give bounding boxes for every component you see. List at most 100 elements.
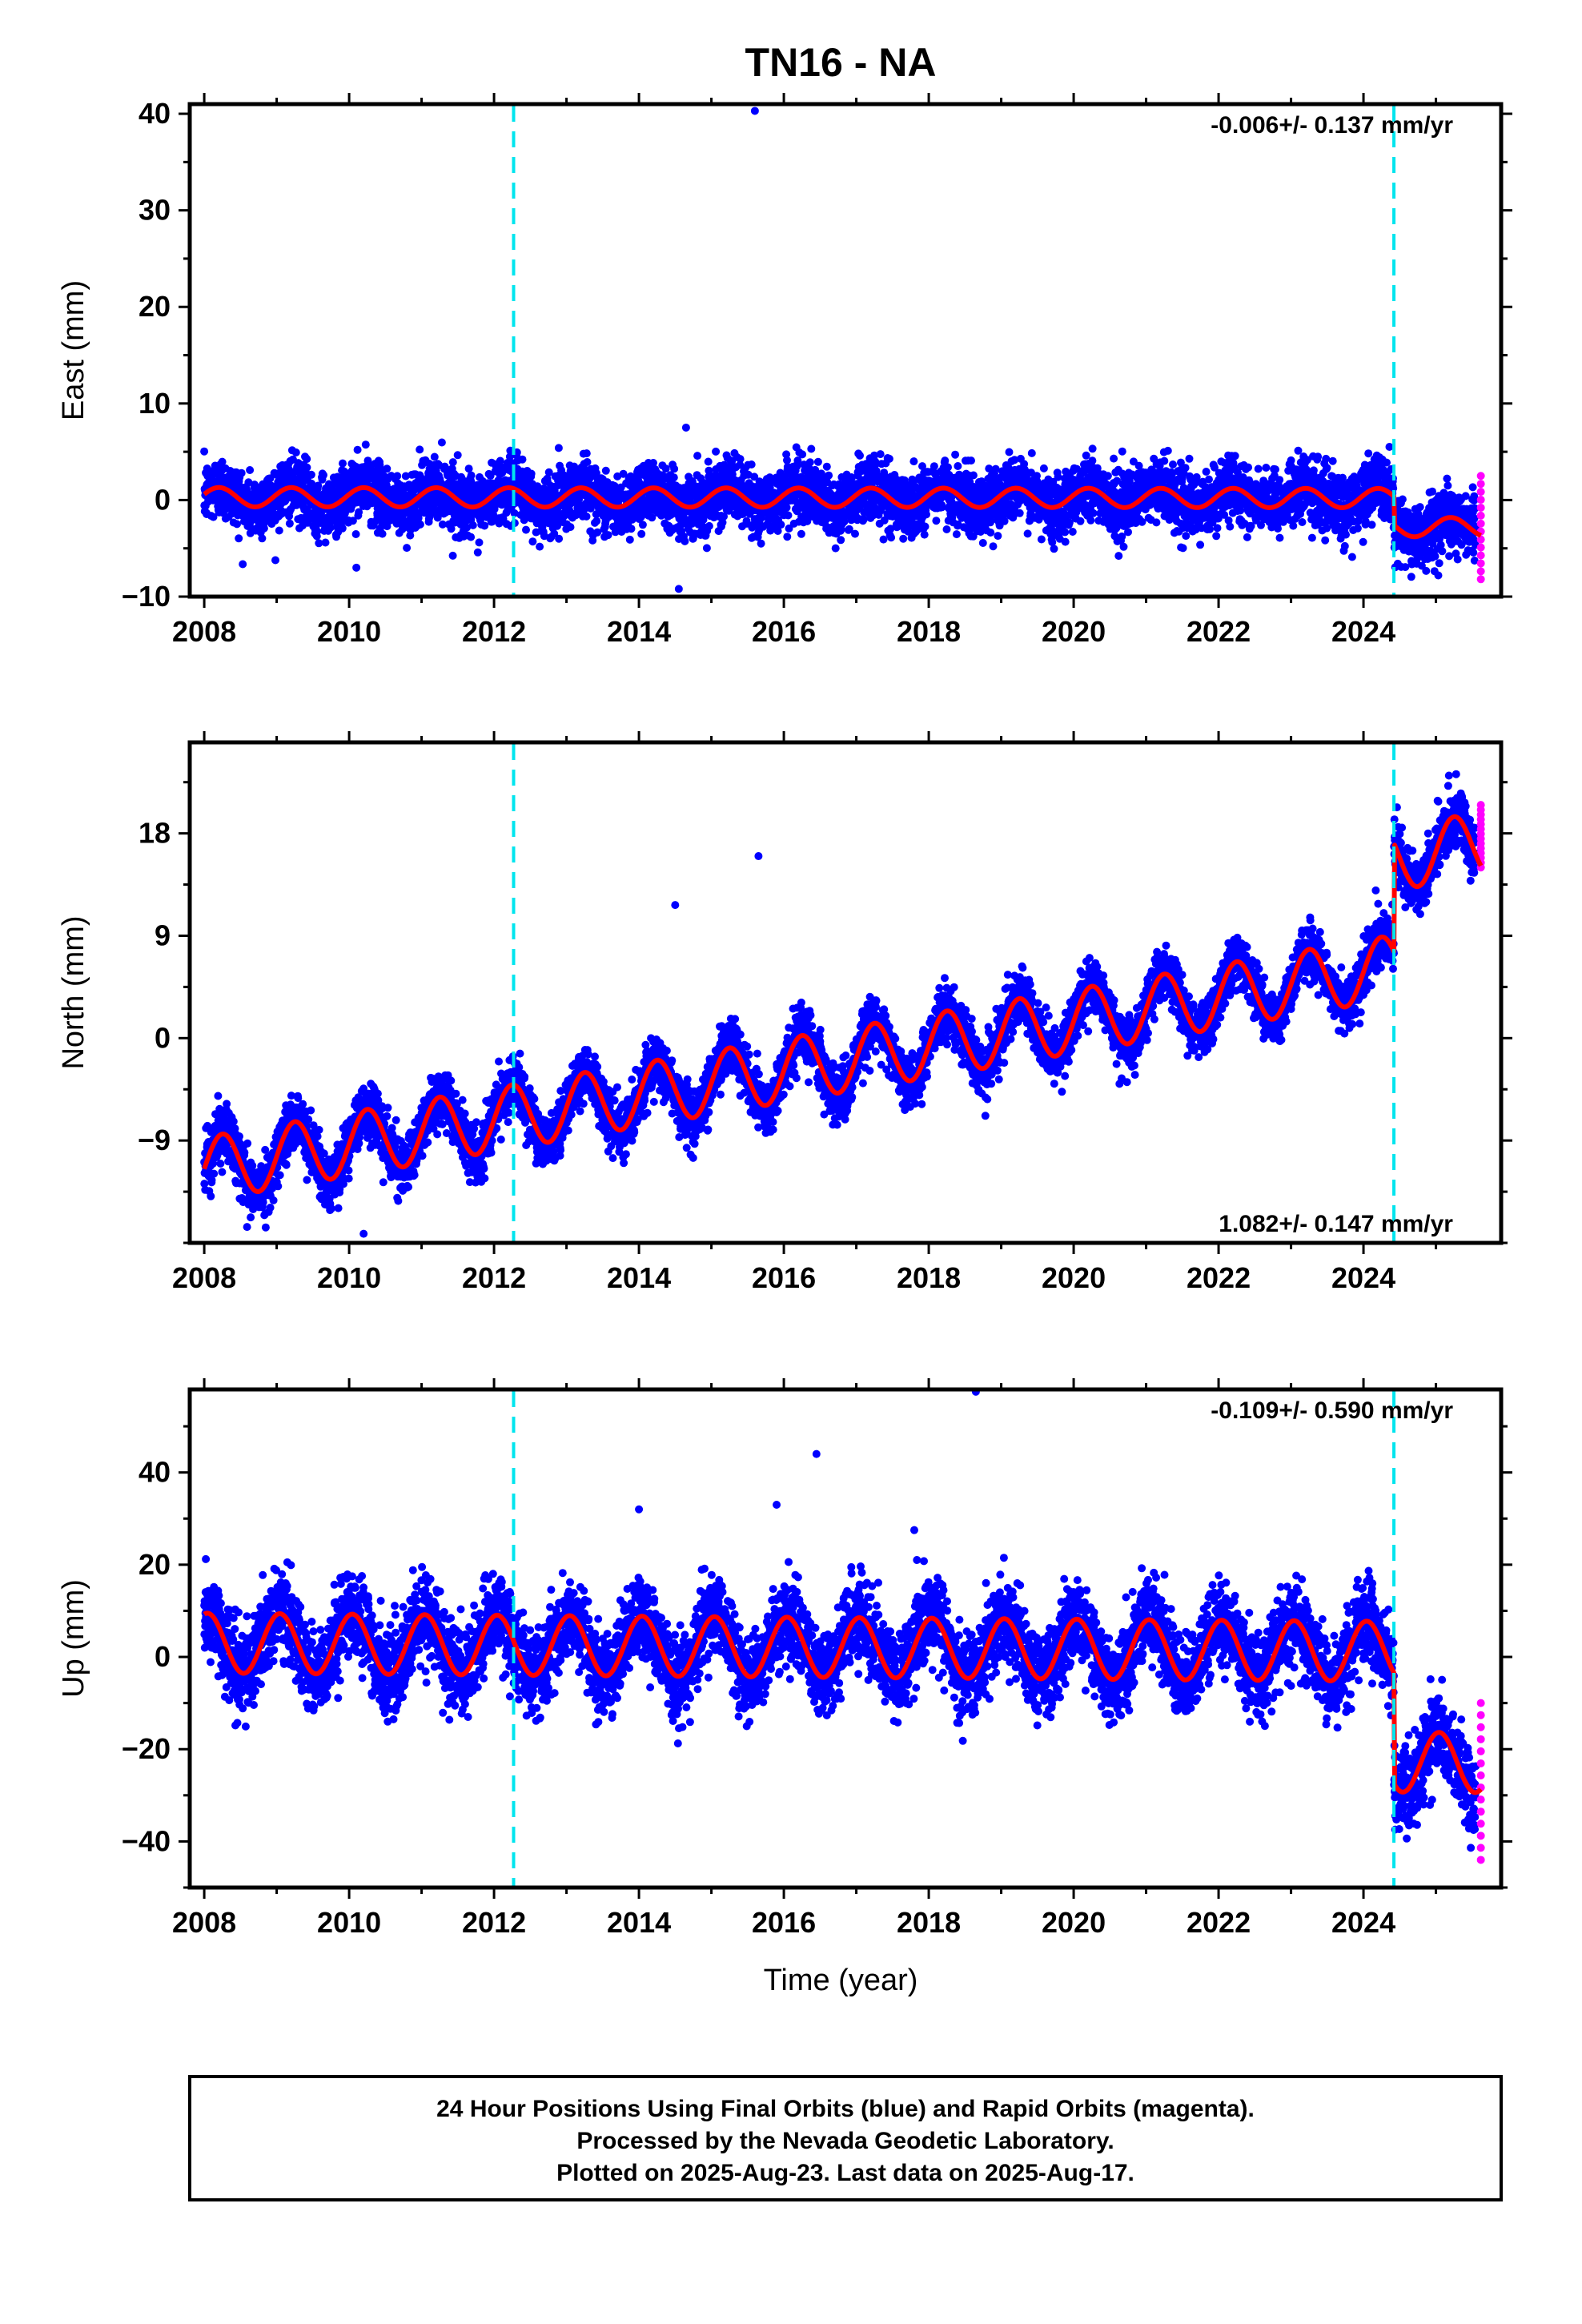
data-point bbox=[669, 473, 678, 482]
data-point bbox=[704, 457, 713, 466]
data-point bbox=[1182, 532, 1191, 541]
data-point bbox=[994, 532, 1002, 541]
data-point bbox=[705, 521, 713, 530]
data-point bbox=[670, 464, 679, 473]
data-point bbox=[978, 539, 987, 547]
data-point bbox=[480, 521, 489, 530]
data-point bbox=[326, 523, 335, 532]
data-point bbox=[1114, 552, 1123, 561]
data-point bbox=[1118, 447, 1126, 456]
data-point bbox=[430, 452, 439, 461]
data-point bbox=[798, 450, 807, 459]
data-point bbox=[851, 529, 859, 538]
data-point bbox=[952, 530, 961, 539]
data-point bbox=[1088, 456, 1097, 465]
data-point bbox=[1027, 448, 1036, 457]
panel-east: 2008 2010 2012 2014 2016 2018 2020 2022 2024−100… bbox=[57, 93, 1512, 648]
data-point bbox=[527, 469, 536, 478]
data-point bbox=[986, 529, 995, 537]
data-point bbox=[1039, 464, 1048, 472]
data-point bbox=[555, 534, 564, 543]
data-point bbox=[448, 551, 457, 560]
data-point bbox=[1178, 544, 1187, 553]
data-point bbox=[393, 472, 402, 480]
data-point bbox=[930, 462, 938, 471]
data-point bbox=[209, 513, 218, 521]
data-point bbox=[837, 536, 845, 545]
data-point bbox=[805, 458, 814, 467]
data-point bbox=[315, 539, 323, 548]
data-point bbox=[1082, 451, 1090, 460]
data-point bbox=[453, 451, 462, 460]
data-point bbox=[237, 468, 246, 477]
data-point bbox=[338, 524, 347, 533]
data-point bbox=[467, 471, 476, 480]
data-point bbox=[1110, 454, 1118, 463]
data-point bbox=[601, 466, 610, 475]
data-point bbox=[1185, 454, 1194, 463]
data-point bbox=[1076, 517, 1085, 525]
panels: 2008 2010 2012 2014 2016 2018 2020 2022 2024−100… bbox=[57, 93, 1512, 1939]
data-point bbox=[518, 455, 527, 464]
data-point bbox=[885, 454, 893, 463]
data-point bbox=[307, 470, 315, 479]
data-point bbox=[244, 478, 253, 487]
data-point bbox=[825, 471, 833, 480]
data-point bbox=[351, 530, 360, 538]
data-point bbox=[938, 503, 946, 512]
data-point bbox=[807, 444, 816, 453]
data-point bbox=[233, 520, 241, 529]
data-point bbox=[1163, 446, 1172, 455]
data-point bbox=[909, 457, 918, 466]
data-point bbox=[378, 529, 387, 538]
data-point bbox=[856, 451, 864, 460]
data-point bbox=[1061, 528, 1070, 537]
data-point bbox=[437, 438, 446, 447]
data-point bbox=[319, 471, 327, 480]
data-point bbox=[353, 445, 362, 454]
data-point bbox=[920, 530, 929, 539]
data-point bbox=[604, 531, 612, 540]
data-point bbox=[467, 533, 476, 541]
data-point bbox=[989, 542, 998, 551]
data-point bbox=[416, 520, 424, 529]
data-point bbox=[218, 457, 227, 466]
data-point bbox=[473, 548, 482, 557]
data-point bbox=[777, 521, 785, 529]
data-point bbox=[922, 510, 930, 519]
data-point bbox=[583, 458, 592, 466]
data-point bbox=[1068, 528, 1077, 536]
data-point bbox=[1061, 537, 1070, 546]
data-point bbox=[1089, 509, 1098, 517]
data-point bbox=[1023, 529, 1032, 538]
data-point bbox=[339, 459, 347, 468]
data-point bbox=[1054, 472, 1062, 481]
data-point bbox=[932, 517, 941, 525]
data-point bbox=[757, 539, 765, 548]
data-point bbox=[285, 519, 294, 528]
data-point bbox=[1119, 542, 1128, 551]
data-point bbox=[468, 521, 477, 529]
data-point bbox=[782, 503, 791, 512]
chart-title: TN16 - NA bbox=[745, 40, 937, 85]
data-point bbox=[401, 472, 410, 480]
data-point bbox=[303, 463, 311, 472]
data-point bbox=[702, 544, 711, 553]
data-point bbox=[291, 448, 300, 456]
data-point bbox=[536, 542, 544, 551]
data-point bbox=[637, 529, 646, 538]
data-point bbox=[797, 529, 805, 538]
data-point bbox=[582, 512, 591, 521]
data-point bbox=[1160, 456, 1169, 465]
data-point bbox=[1152, 518, 1161, 527]
data-point bbox=[681, 537, 689, 545]
data-point bbox=[899, 534, 908, 543]
data-point bbox=[475, 538, 484, 547]
data-point bbox=[747, 460, 756, 468]
data-point bbox=[275, 526, 283, 535]
data-point bbox=[416, 445, 424, 454]
data-point bbox=[625, 535, 634, 544]
data-point bbox=[383, 464, 391, 473]
data-point bbox=[661, 464, 670, 473]
